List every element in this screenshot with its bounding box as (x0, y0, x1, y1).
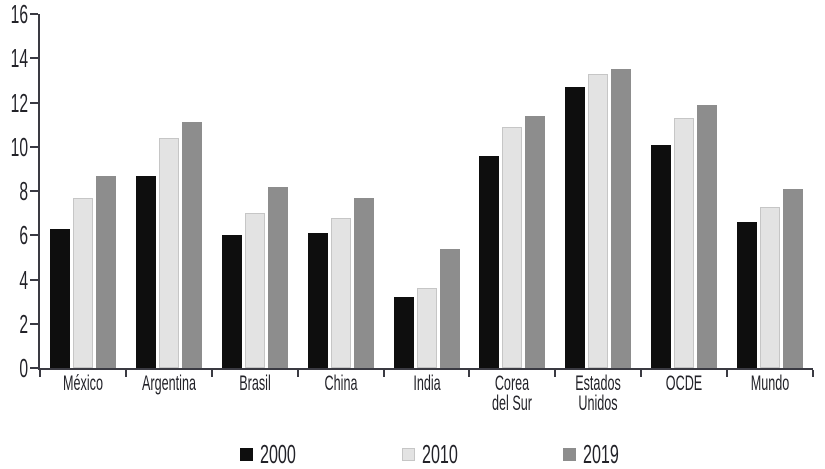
y-axis-tick (30, 13, 38, 15)
plot-area: 0 2 4 6 8 10 12 14 16 (11, 1, 814, 381)
category-label-line: Brasil (238, 372, 271, 395)
category-label: México (47, 372, 119, 395)
category-label-line: Corea (495, 372, 530, 395)
x-axis-tick (554, 370, 557, 377)
legend-label: 2010 (422, 439, 458, 469)
category-label-line: Mundo (750, 372, 790, 395)
category-label-line: Estados (575, 372, 622, 395)
y-axis-tick (30, 322, 38, 325)
legend-swatch (402, 447, 415, 461)
bar (737, 221, 758, 368)
bar (135, 175, 156, 368)
bar (72, 197, 93, 368)
bar (674, 118, 695, 368)
category-label: China (305, 372, 377, 395)
bar (479, 155, 500, 368)
category-label-line: India (412, 372, 441, 395)
bar (244, 213, 265, 368)
legend-item: 2000 (240, 439, 318, 469)
bar (95, 175, 116, 368)
legend-label: 2019 (583, 439, 619, 469)
category-label: Brasil (219, 372, 291, 395)
y-axis-tick (30, 367, 38, 369)
bar (502, 126, 523, 368)
y-axis-tick (30, 145, 38, 148)
bar (525, 115, 546, 368)
y-axis-tick-label: 10 (10, 131, 28, 162)
bar (393, 297, 414, 368)
y-axis-tick-label: 8 (19, 176, 28, 206)
x-axis-tick (124, 370, 127, 377)
category-label-line: China (324, 372, 358, 395)
bar (783, 188, 804, 368)
y-axis-tick-label: 2 (19, 308, 28, 339)
y-axis-tick (30, 234, 38, 237)
bar (307, 233, 328, 368)
bar (49, 228, 70, 368)
bar (651, 144, 672, 368)
bar (221, 235, 242, 368)
y-axis-tick (30, 278, 38, 281)
legend-item: 2019 (563, 439, 641, 469)
legend-swatch (240, 447, 253, 461)
bar (158, 137, 179, 368)
y-axis-tick-label: 12 (10, 87, 28, 118)
bar (565, 87, 586, 368)
y-axis-tick (30, 190, 38, 192)
category-label: India (391, 372, 463, 395)
bar (611, 69, 632, 368)
x-axis-tick (468, 370, 471, 377)
category-label-line: del Sur (492, 392, 533, 415)
x-axis-tick (296, 370, 299, 377)
bar (181, 122, 202, 368)
y-axis-tick-label: 14 (10, 43, 28, 74)
category-label: Corea del Sur (476, 372, 548, 415)
x-axis-tick (382, 370, 385, 377)
x-axis-tick (210, 370, 213, 377)
x-axis-tick (39, 370, 41, 377)
bar (267, 186, 288, 368)
y-axis-tick-label: 6 (19, 220, 28, 251)
category-label-line: Unidos (578, 392, 618, 415)
legend-swatch (563, 447, 576, 461)
bar (588, 73, 609, 368)
y-axis-tick (30, 101, 38, 104)
y-axis-tick-label: 0 (19, 353, 28, 383)
y-axis-tick-label: 4 (19, 264, 28, 295)
category-label: Estados Unidos (562, 372, 634, 415)
bar (439, 248, 460, 368)
category-label-line: México (62, 372, 103, 395)
x-axis-tick (640, 370, 643, 377)
legend-item: 2010 (402, 439, 480, 469)
bar (697, 104, 718, 368)
bar (760, 206, 781, 368)
bar (353, 197, 374, 368)
x-axis-tick (726, 370, 729, 377)
x-axis-tick (812, 370, 814, 377)
category-label: Mundo (734, 372, 806, 395)
category-label-line: Argentina (141, 372, 196, 395)
y-axis-tick (30, 57, 38, 60)
category-label-line: OCDE (665, 372, 703, 395)
bar (330, 217, 351, 368)
bar (416, 288, 437, 368)
category-label: Argentina (133, 372, 205, 395)
y-axis-tick-label: 16 (10, 0, 28, 29)
legend-label: 2000 (260, 439, 296, 469)
category-label: OCDE (648, 372, 720, 395)
